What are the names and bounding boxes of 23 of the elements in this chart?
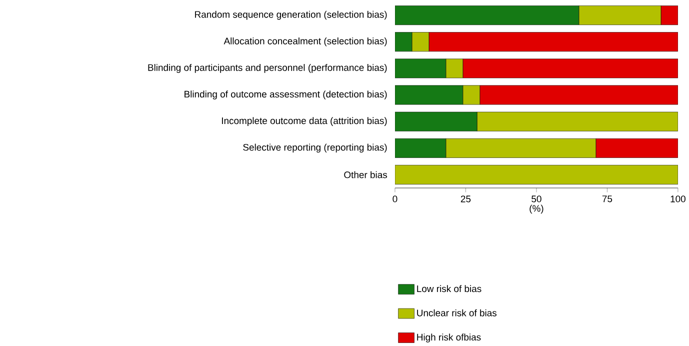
y-tick-label: Selective reporting (reporting bias)	[243, 144, 387, 153]
x-tick-label: 25	[460, 196, 471, 202]
bar	[394, 112, 478, 132]
y-tick-label: Allocation concealment (selection bias)	[224, 38, 387, 46]
bar	[394, 165, 678, 184]
x-tick-label: 75	[602, 196, 612, 202]
y-tick-label: Incomplete outcome data (attrition bias)	[222, 117, 387, 126]
bar	[394, 32, 412, 52]
y-tick-label: Blinding of outcome assessment (detection bias)	[184, 90, 387, 100]
bar	[394, 85, 464, 105]
y-tick-label: Random sequence generation (selection bias)	[195, 10, 387, 20]
bar	[394, 6, 580, 26]
x-axis-title: (%)	[530, 204, 544, 214]
y-tick-label: Other bias	[344, 171, 388, 178]
y-tick-label: Blinding of participants and personnel (performance bias)	[148, 64, 387, 73]
legend-label: Low risk of bias	[417, 285, 482, 292]
legend-label: Unclear risk of bias	[417, 309, 496, 316]
x-tick-label: 50	[532, 196, 542, 202]
bar	[394, 138, 446, 158]
x-tick-label: 0	[392, 196, 398, 202]
legend-label: High risk ofbias	[417, 334, 481, 342]
bar	[394, 58, 446, 78]
x-tick-label: 100	[670, 196, 686, 202]
